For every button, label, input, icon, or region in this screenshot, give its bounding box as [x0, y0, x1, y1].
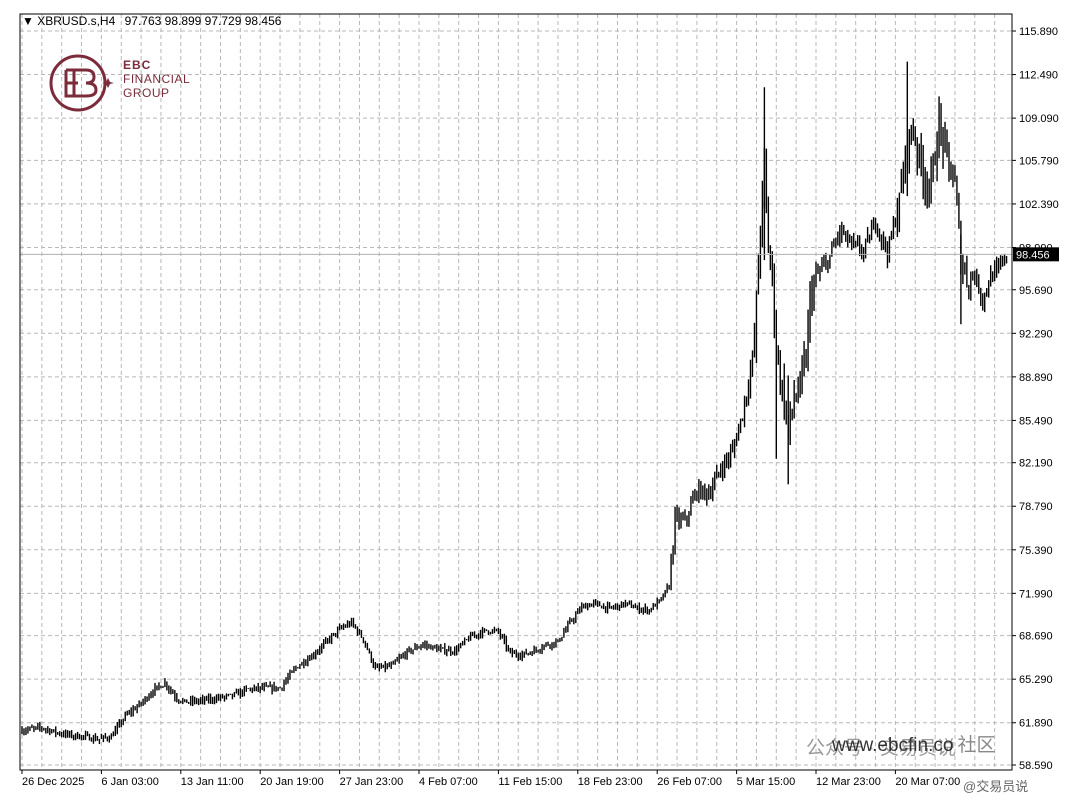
y-tick-label: 85.490 [1019, 415, 1053, 427]
y-tick-label: 92.290 [1019, 328, 1053, 340]
x-tick-label: 6 Jan 03:00 [101, 776, 158, 788]
website-url: www.ebcfin.co [832, 735, 954, 756]
ebc-seal-icon [49, 54, 114, 112]
price-axis: 115.890112.490109.090105.790102.39098.99… [20, 26, 1059, 772]
y-tick-label: 65.290 [1019, 674, 1053, 686]
x-tick-label: 20 Mar 07:00 [895, 776, 960, 788]
symbol-header[interactable]: ▼ XBRUSD.s,H4 97.763 98.899 97.729 98.45… [22, 14, 281, 28]
logo-line-2: FINANCIAL [123, 72, 191, 86]
logo-line-3: GROUP [123, 86, 170, 100]
x-tick-label: 20 Jan 19:00 [260, 776, 324, 788]
y-tick-label: 95.690 [1019, 285, 1053, 297]
x-tick-label: 26 Feb 07:00 [657, 776, 722, 788]
collapse-triangle-icon[interactable]: ▼ [22, 14, 34, 28]
y-tick-label: 109.090 [1019, 113, 1059, 125]
symbol-label: XBRUSD.s,H4 [37, 14, 116, 28]
x-tick-label: 27 Jan 23:00 [340, 776, 404, 788]
x-tick-label: 13 Jan 11:00 [181, 776, 244, 788]
y-tick-label: 115.890 [1019, 26, 1058, 38]
wechat-watermark: 公众号 · 交易员说 [806, 738, 956, 759]
x-tick-label: 26 Dec 2025 [22, 776, 84, 788]
y-tick-label: 105.790 [1019, 155, 1059, 167]
ohlc-readout: 97.763 98.899 97.729 98.456 [124, 14, 282, 28]
y-tick-label: 102.390 [1019, 199, 1059, 211]
logo-text: EBC FINANCIAL GROUP [123, 58, 190, 100]
x-tick-label: 4 Feb 07:00 [419, 776, 478, 788]
x-tick-label: 11 Feb 15:00 [498, 776, 562, 788]
x-tick-label: 12 Mar 23:00 [816, 776, 881, 788]
x-tick-label: 5 Mar 15:00 [737, 776, 796, 788]
y-tick-label: 82.190 [1019, 458, 1053, 470]
x-tick-label: 18 Feb 23:00 [578, 776, 643, 788]
plot-frame [19, 13, 1013, 771]
ohlc-bars [21, 61, 1008, 745]
logo-line-1: EBC [123, 58, 152, 72]
forum-text: 社区 [957, 735, 996, 756]
y-tick-label: 75.390 [1019, 545, 1053, 557]
y-tick-label: 78.790 [1019, 501, 1053, 513]
handle-watermark: @交易员说 [963, 776, 1029, 795]
y-tick-label: 88.890 [1019, 372, 1053, 384]
website-watermark: www.ebcfin.co 社区 [832, 730, 995, 757]
y-tick-label: 71.990 [1019, 588, 1053, 600]
y-tick-label: 61.890 [1019, 718, 1053, 730]
last-price-label: 98.456 [1016, 249, 1050, 261]
y-tick-label: 58.590 [1019, 760, 1053, 772]
last-price-box [1013, 247, 1059, 262]
chart-grid [20, 14, 1012, 770]
ebc-logo: EBC FINANCIAL GROUP [48, 50, 208, 116]
y-tick-label: 112.490 [1019, 70, 1058, 82]
time-axis: 26 Dec 2025 6 Jan 03:00 13 Jan 11:00 20 Jan… [21, 770, 960, 788]
y-tick-label: 68.690 [1019, 631, 1053, 643]
